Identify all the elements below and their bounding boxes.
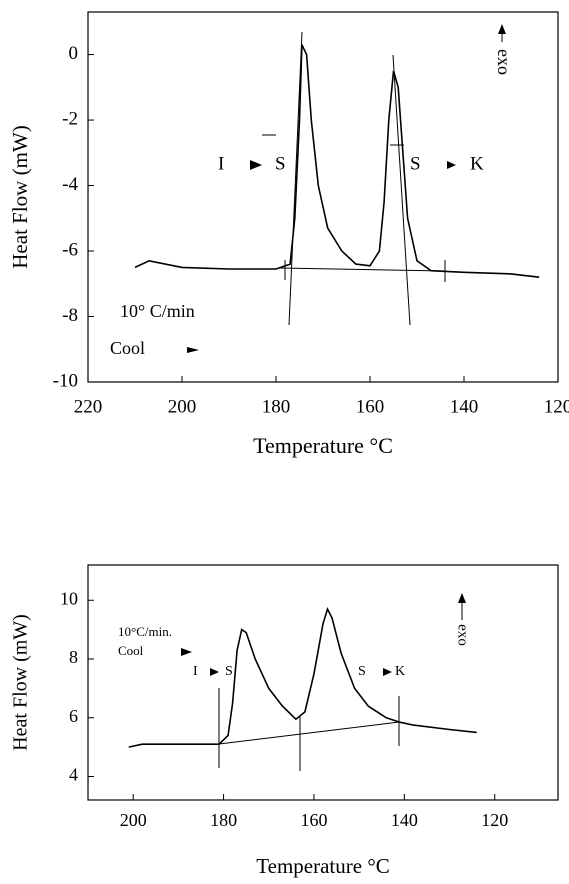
y-tick-label: -8 [62,305,78,326]
annotation: I [218,153,224,174]
annotation: 10°C/min. [118,624,172,639]
y-axis-label: Heat Flow (mW) [10,614,32,751]
x-tick-label: 140 [391,810,418,830]
x-tick-label: 220 [74,396,103,417]
y-tick-label: 6 [69,706,78,726]
plot-frame [87,564,559,801]
x-tick-label: 160 [356,396,385,417]
annotation: 10° C/min [120,301,195,321]
annotation: exo [494,49,514,75]
plot-frame [87,11,559,383]
annotation: I [193,664,198,679]
y-tick-label: 8 [69,647,78,667]
x-axis-label: Temperature °C [253,433,393,458]
annotation: exo [455,624,471,646]
construction-lines [181,593,466,771]
y-tick-label: 4 [69,765,78,785]
y-tick-label: -4 [62,174,78,195]
x-tick-label: 200 [168,396,197,417]
annotation: Cool [110,338,145,358]
x-tick-label: 180 [210,810,237,830]
x-axis-label: Temperature °C [256,854,389,878]
y-axis-label: Heat Flow (mW) [8,125,32,268]
x-tick-label: 160 [300,810,327,830]
y-tick-label: 10 [60,588,78,608]
x-tick-label: 200 [120,810,147,830]
x-tick-label: 120 [544,396,569,417]
annotation: S [225,664,233,679]
annotation: S [358,664,366,679]
annotation: K [470,153,484,174]
x-tick-label: 120 [481,810,508,830]
annotation: S [410,153,421,174]
construction-lines [187,24,506,353]
annotation: S [275,153,286,174]
y-tick-label: -6 [62,239,78,260]
y-tick-label: -2 [62,108,78,129]
x-tick-label: 140 [450,396,479,417]
y-tick-label: -10 [53,370,78,391]
data-line [128,606,477,748]
data-line [134,44,540,278]
x-tick-label: 180 [262,396,291,417]
y-tick-label: 0 [69,43,79,64]
annotation: Cool [118,643,144,658]
annotation: K [395,664,405,679]
